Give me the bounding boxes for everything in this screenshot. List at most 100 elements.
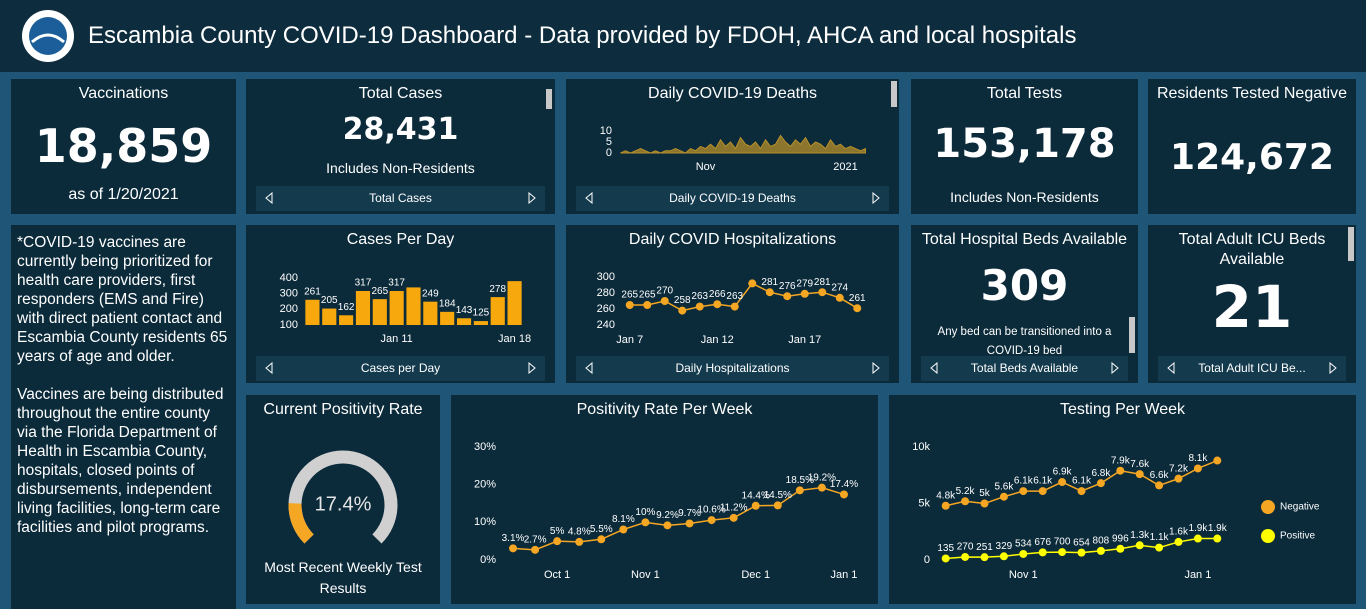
prev-button[interactable] [929,362,939,374]
card-title: Total Cases [358,85,443,102]
next-button[interactable] [527,192,537,204]
point [729,513,738,522]
card-subtitle: as of 1/20/2021 [68,186,179,203]
scrollbar[interactable] [891,81,897,107]
point [1155,481,1164,490]
point [941,501,950,510]
bar [507,281,522,325]
next-button[interactable] [1110,362,1120,374]
next-button[interactable] [871,192,881,204]
hospitalizations-panel: Daily COVID Hospitalizations 240 260 280 300… [566,225,899,383]
card-value: 309 [980,261,1069,310]
point [1193,534,1202,543]
beds-card: Total Hospital Beds Available 309 Any be… [911,225,1138,383]
bar [322,308,337,325]
point [980,553,989,562]
x-tick-label: Nov 1 [1009,569,1038,581]
point [1096,546,1105,555]
data-label: 249 [422,288,439,299]
data-label: 329 [996,541,1013,552]
icu-card: Total Adult ICU Beds Available 21 Total … [1148,225,1356,383]
y-tick-label: 200 [280,303,298,315]
data-label: 135 [937,543,954,554]
note-paragraph: Vaccines are being distributed throughou… [17,386,224,536]
nav-label: Total Adult ICU Be... [1198,361,1306,375]
point [678,306,687,315]
y-tick-label: 280 [597,287,615,299]
point [1213,456,1222,465]
gauge-subtitle: Most Recent Weekly Test Results [264,559,422,596]
data-label: 258 [674,295,691,306]
point [1213,534,1222,543]
legend-label: Negative [1280,502,1320,513]
data-label: 6.8k [1091,468,1111,479]
chart-title: Testing Per Week [1060,401,1186,418]
nav-label: Cases per Day [360,361,441,375]
prev-button[interactable] [1166,362,1176,374]
data-label: 676 [1034,537,1051,548]
prev-button[interactable] [264,362,274,374]
scrollbar[interactable] [546,89,552,109]
data-label: 10.6% [697,505,725,516]
dashboard-title: Escambia County COVID-19 Dashboard - Dat… [88,22,1077,49]
card-value: 28,431 [342,112,459,147]
prev-button[interactable] [264,192,274,204]
bar [440,311,455,325]
x-tick-label: Jan 1 [1184,569,1211,581]
card-value: 124,672 [1170,137,1334,178]
x-tick-label: Oct 1 [544,569,570,581]
data-label: 265 [621,290,638,301]
point [765,288,774,297]
data-label: 281 [814,277,831,288]
prev-button[interactable] [584,362,594,374]
point [1058,478,1067,487]
data-label: 5.5% [590,524,613,535]
y-tick-label: 240 [597,319,615,331]
point [800,289,809,298]
data-label: 7.9k [1111,455,1131,466]
scrollbar[interactable] [1129,317,1135,353]
nav-label: Total Beds Available [970,361,1079,375]
point [1077,487,1086,496]
data-label: 261 [304,286,321,297]
y-tick-label: 10k [912,441,930,453]
card-subtitle: Includes Non-Residents [326,160,475,176]
scrollbar[interactable] [1348,227,1354,261]
next-button[interactable] [527,362,537,374]
y-tick-label: 400 [280,272,298,284]
data-label: 5k [979,488,991,499]
point [941,554,950,563]
data-label: 265 [639,290,656,301]
prev-button[interactable] [584,192,594,204]
point [818,288,827,297]
point [1038,487,1047,496]
point [1096,479,1105,488]
data-label: 276 [779,281,796,292]
point [748,279,757,288]
point [839,490,848,499]
card-value: 21 [1211,273,1293,341]
x-tick-label: Dec 1 [741,569,770,581]
data-label: 317 [355,278,372,289]
point [1116,544,1125,553]
y-tick-label: 0% [480,554,496,566]
y-tick-label: 260 [597,303,615,315]
data-label: 6.1k [1072,476,1092,487]
data-label: 270 [957,542,974,553]
legend-swatch [1261,529,1275,543]
next-button[interactable] [1328,362,1338,374]
y-tick-label: 0 [924,554,930,566]
chart: Testing Per Week 0 5k 10k Nov 1 Jan 1 4.8k 5.2k… [912,401,1320,581]
point [597,535,606,544]
y-tick-label: 300 [597,271,615,283]
card-title: Total Adult ICU Beds Available [1178,231,1326,268]
next-button[interactable] [871,362,881,374]
positivity-week-panel: Positivity Rate Per Week 0% 10% 20% 30% Oct 1… [451,395,878,604]
data-label: 125 [473,308,490,319]
chart: Daily COVID Hospitalizations 240 260 280 300… [597,231,866,346]
data-label: 9.7% [678,508,701,519]
point [1174,474,1183,483]
point [553,537,562,546]
legend-label: Positive [1280,531,1315,542]
